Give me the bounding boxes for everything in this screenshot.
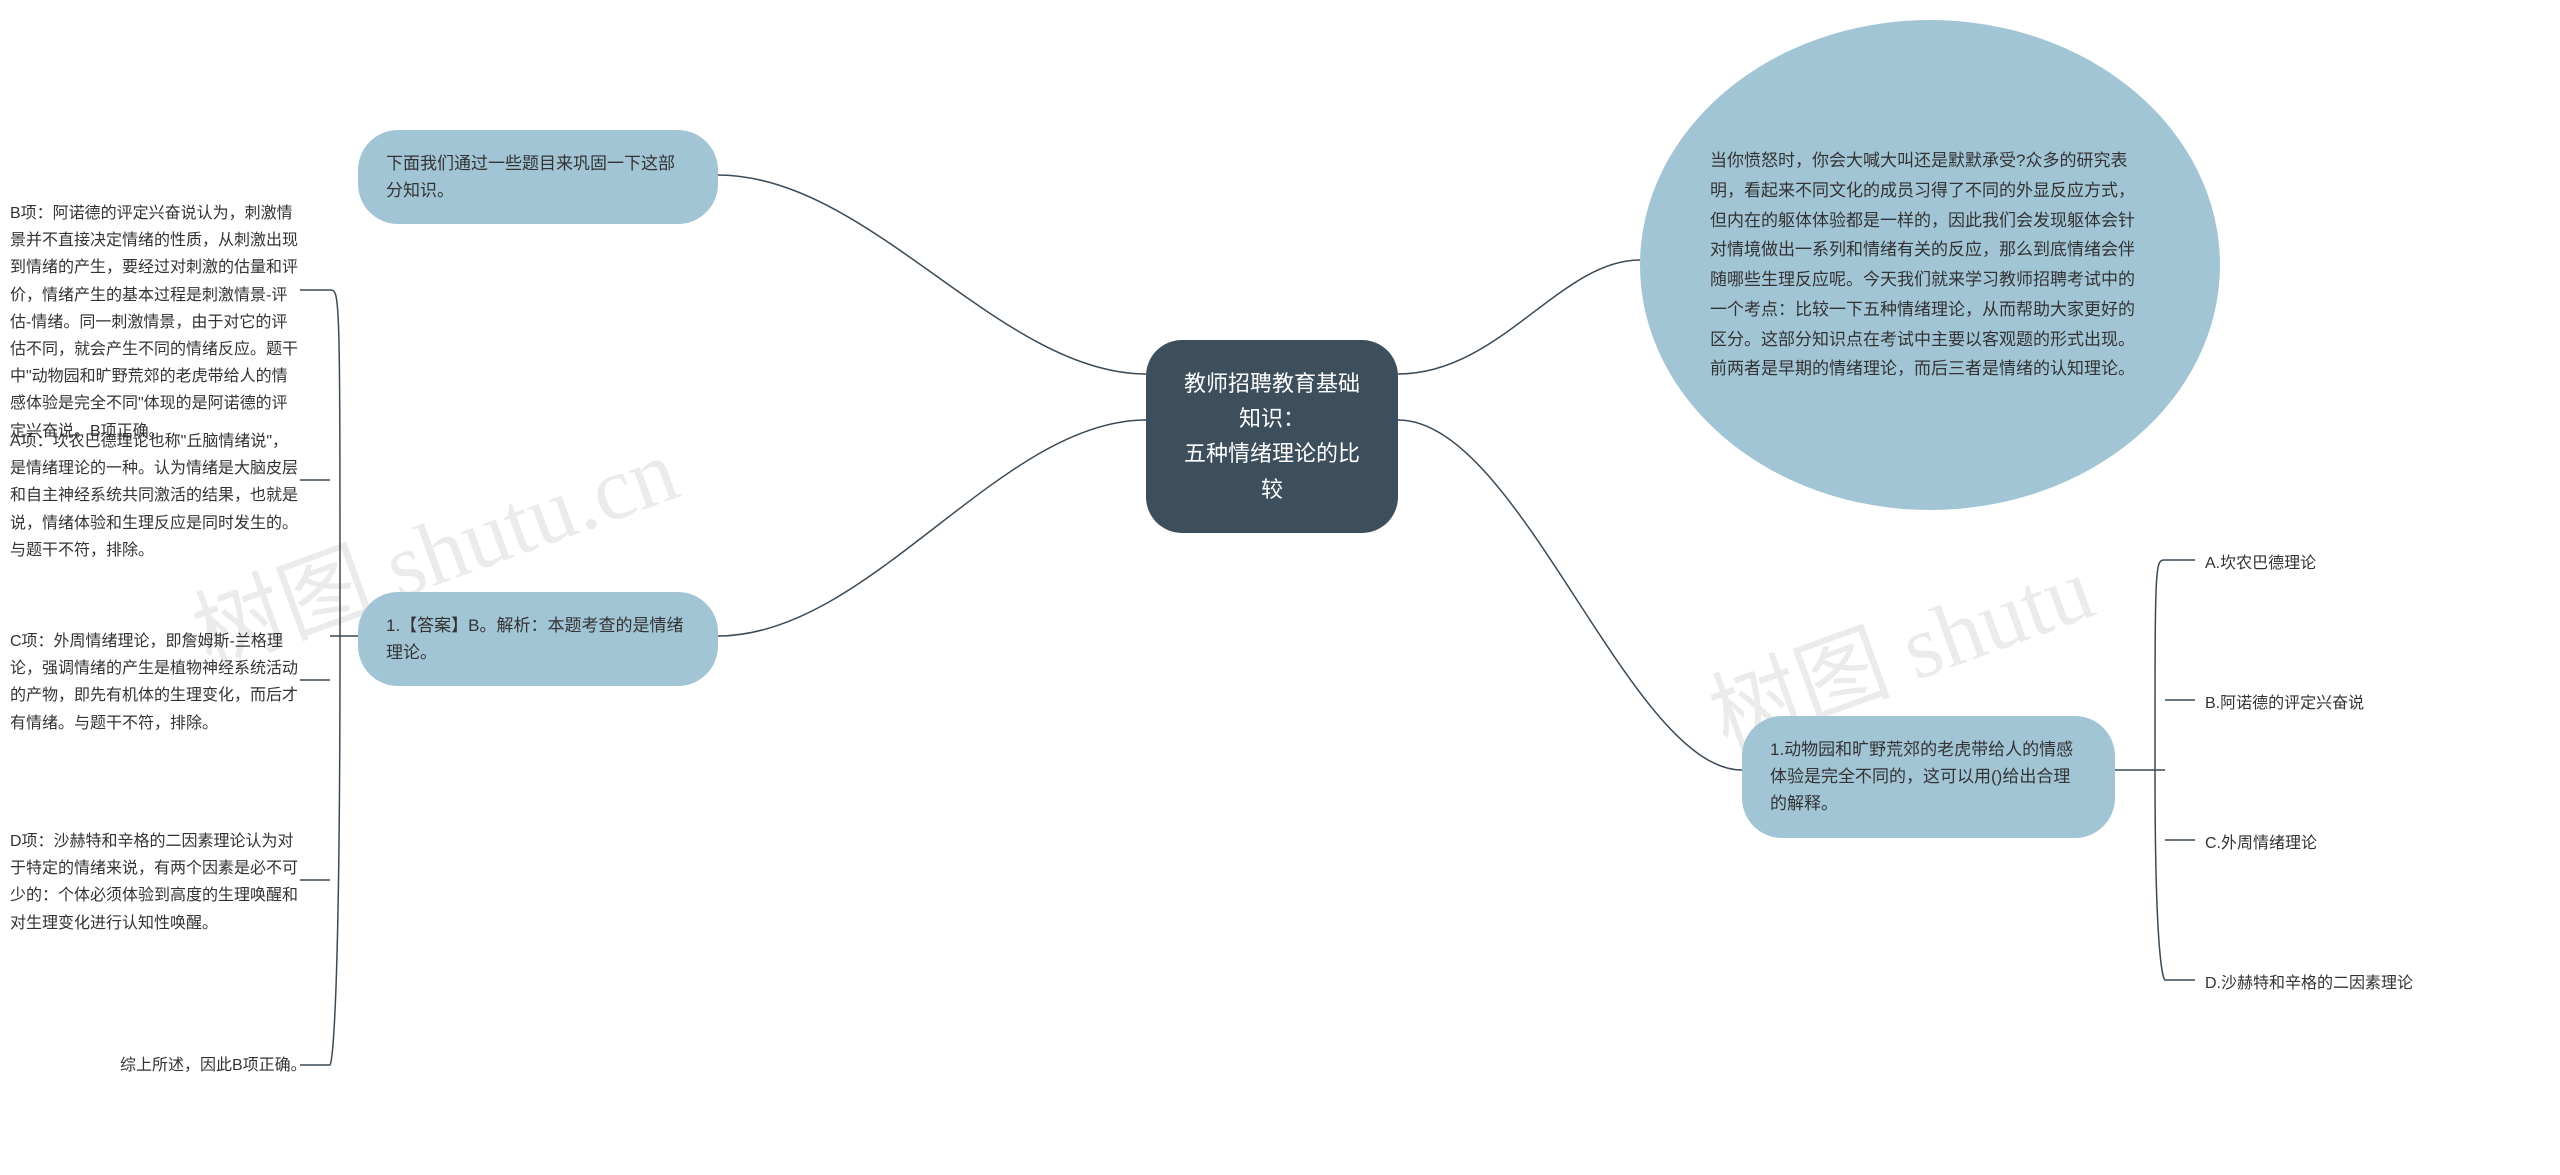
right-intro-text: 当你愤怒时，你会大喊大叫还是默默承受?众多的研究表明，看起来不同文化的成员习得了…: [1710, 146, 2150, 384]
option-c: C.外周情绪理论: [2205, 830, 2317, 857]
option-d: D.沙赫特和辛格的二因素理论: [2205, 970, 2413, 997]
center-line1: 教师招聘教育基础知识：: [1176, 366, 1368, 436]
leaf-d: D项：沙赫特和辛格的二因素理论认为对于特定的情绪来说，有两个因素是必不可少的：个…: [10, 828, 300, 937]
right-question-text: 1.动物园和旷野荒郊的老虎带给人的情感体验是完全不同的，这可以用()给出合理的解…: [1770, 740, 2073, 813]
right-intro-node: 当你愤怒时，你会大喊大叫还是默默承受?众多的研究表明，看起来不同文化的成员习得了…: [1640, 20, 2220, 510]
center-node: 教师招聘教育基础知识： 五种情绪理论的比较: [1146, 340, 1398, 533]
left-node-exercise-text: 下面我们通过一些题目来巩固一下这部分知识。: [386, 154, 675, 200]
leaf-a: A项：坎农巴德理论也称"丘脑情绪说"，是情绪理论的一种。认为情绪是大脑皮层和自主…: [10, 428, 300, 564]
option-b: B.阿诺德的评定兴奋说: [2205, 690, 2364, 717]
left-node-exercise: 下面我们通过一些题目来巩固一下这部分知识。: [358, 130, 718, 224]
leaf-b: B项：阿诺德的评定兴奋说认为，刺激情景并不直接决定情绪的性质，从刺激出现到情绪的…: [10, 200, 300, 445]
center-line2: 五种情绪理论的比较: [1176, 436, 1368, 506]
left-node-answer: 1.【答案】B。解析：本题考查的是情绪理论。: [358, 592, 718, 686]
right-question-node: 1.动物园和旷野荒郊的老虎带给人的情感体验是完全不同的，这可以用()给出合理的解…: [1742, 716, 2115, 838]
left-node-answer-text: 1.【答案】B。解析：本题考查的是情绪理论。: [386, 616, 684, 662]
leaf-c: C项：外周情绪理论，即詹姆斯-兰格理论，强调情绪的产生是植物神经系统活动的产物，…: [10, 628, 300, 737]
option-a: A.坎农巴德理论: [2205, 550, 2316, 577]
leaf-summary: 综上所述，因此B项正确。: [120, 1052, 320, 1079]
